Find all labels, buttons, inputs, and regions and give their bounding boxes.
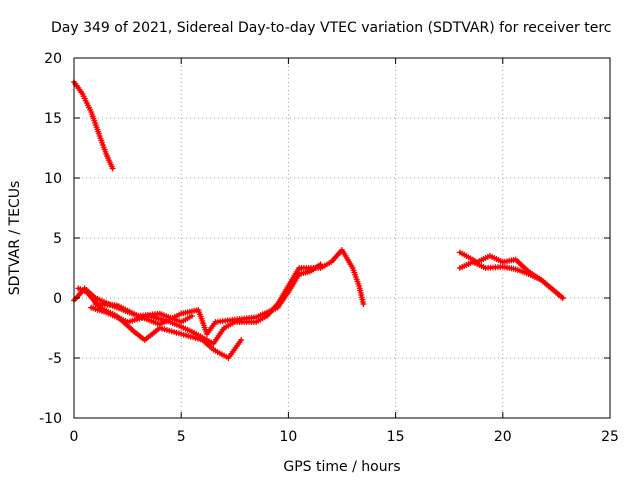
series-line <box>93 262 323 336</box>
x-tick-label: 20 <box>494 429 512 445</box>
series-track-7 <box>456 259 566 301</box>
y-tick-label: 20 <box>44 51 62 67</box>
y-tick-label: 15 <box>44 111 62 127</box>
series-markers <box>456 259 566 301</box>
series-track-5 <box>92 261 324 337</box>
chart-title: Day 349 of 2021, Sidereal Day-to-day VTE… <box>51 20 611 36</box>
series-markers <box>456 249 566 301</box>
y-tick-label: 5 <box>53 231 62 247</box>
y-tick-label: 0 <box>53 291 62 307</box>
x-tick-label: 5 <box>177 429 186 445</box>
data-series <box>71 79 566 361</box>
series-track-1 <box>71 79 116 172</box>
series-track-4 <box>88 247 367 347</box>
axis-ticks: 0 5 10 15 20 25 -10 -5 0 5 10 15 20 <box>39 51 619 445</box>
x-tick-label: 0 <box>70 429 79 445</box>
y-axis-label: SDTVAR / TECUs <box>7 181 23 296</box>
series-track-6 <box>456 249 566 301</box>
y-tick-label: -10 <box>39 411 62 427</box>
series-markers <box>88 247 367 347</box>
x-tick-label: 10 <box>279 429 297 445</box>
y-tick-label: -5 <box>48 351 62 367</box>
x-tick-label: 15 <box>387 429 405 445</box>
y-tick-label: 10 <box>44 171 62 187</box>
series-markers <box>92 261 324 337</box>
x-tick-label: 25 <box>601 429 619 445</box>
grid-lines <box>74 58 610 418</box>
series-markers <box>71 79 116 172</box>
x-axis-label: GPS time / hours <box>283 459 400 475</box>
